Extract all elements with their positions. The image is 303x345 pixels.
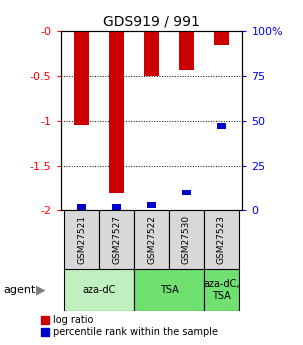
Text: GSM27530: GSM27530 xyxy=(182,215,191,264)
Bar xyxy=(99,210,134,269)
Legend: log ratio, percentile rank within the sample: log ratio, percentile rank within the sa… xyxy=(41,315,218,337)
Bar xyxy=(147,203,156,208)
Text: aza-dC,
TSA: aza-dC, TSA xyxy=(203,279,240,300)
Bar xyxy=(112,204,121,209)
Text: GSM27522: GSM27522 xyxy=(147,215,156,264)
Bar xyxy=(178,31,194,70)
Bar xyxy=(64,210,99,269)
Text: agent: agent xyxy=(3,285,35,295)
Text: GSM27521: GSM27521 xyxy=(77,215,86,264)
Bar xyxy=(169,210,204,269)
Bar xyxy=(214,31,229,45)
Bar xyxy=(77,204,86,209)
Title: GDS919 / 991: GDS919 / 991 xyxy=(103,14,200,29)
Text: TSA: TSA xyxy=(160,285,178,295)
Bar xyxy=(204,269,239,310)
Text: GSM27523: GSM27523 xyxy=(217,215,226,264)
Bar xyxy=(74,31,89,125)
Bar xyxy=(134,269,204,310)
Bar xyxy=(217,124,226,129)
Bar xyxy=(64,269,134,310)
Text: ▶: ▶ xyxy=(36,283,46,296)
Bar xyxy=(144,31,159,76)
Text: aza-dC: aza-dC xyxy=(82,285,116,295)
Bar xyxy=(134,210,169,269)
Bar xyxy=(182,190,191,195)
Bar xyxy=(204,210,239,269)
Bar xyxy=(109,31,125,193)
Text: GSM27527: GSM27527 xyxy=(112,215,121,264)
